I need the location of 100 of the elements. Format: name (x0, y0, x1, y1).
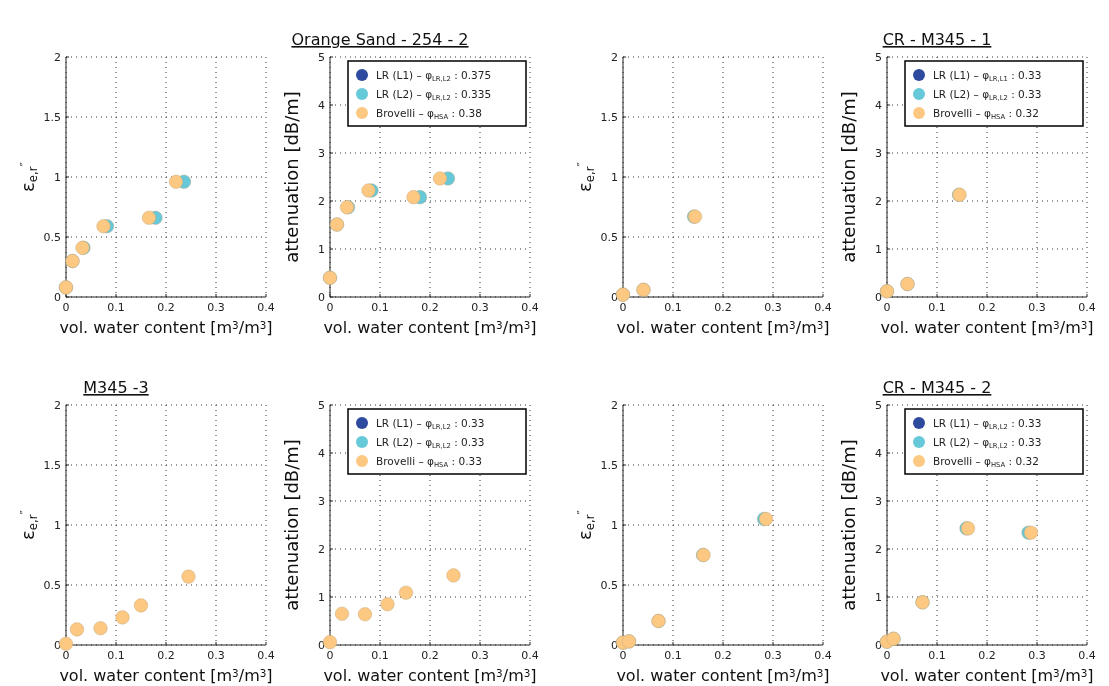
x-axis-title: vol. water content [m$^{3}$/m$^{3}$] (59, 318, 273, 337)
chart-title: M345 -3 (83, 378, 149, 397)
y-tick-label: 1.5 (600, 111, 618, 124)
y-tick-label: 2 (611, 51, 618, 64)
y-tick-label: 0.5 (43, 579, 61, 592)
legend-label: Brovelli – φ$_{HSA}$ : 0.32 (933, 455, 1039, 469)
y-tick-label: 2 (611, 399, 618, 412)
legend-label: Brovelli – φ$_{HSA}$ : 0.33 (376, 455, 482, 469)
x-axis-title: vol. water content [m$^{3}$/m$^{3}$] (880, 666, 1094, 685)
legend-label: LR (L2) – φ$_{LR,L2}$ : 0.33 (933, 88, 1042, 102)
x-tick-label: 0.1 (107, 649, 125, 662)
y-tick-label: 1 (318, 243, 325, 256)
y-axis-title: attenuation [dB/m] (281, 439, 302, 611)
y-axis-title: attenuation [dB/m] (838, 439, 859, 611)
y-tick-label: 2 (875, 195, 882, 208)
x-tick-label: 0.3 (1028, 649, 1046, 662)
x-tick-label: 0.2 (157, 649, 175, 662)
x-tick-label: 0.1 (928, 301, 946, 314)
chart-title: CR - M345 - 1 (882, 30, 992, 49)
x-tick-label: 0 (619, 649, 627, 662)
x-axis-title: vol. water content [m$^{3}$/m$^{3}$] (323, 318, 537, 337)
y-tick-label: 1 (875, 243, 882, 256)
chart-title: CR - M345 - 2 (882, 378, 992, 397)
legend-label: LR (L2) – φ$_{LR,L2}$ : 0.335 (376, 88, 492, 102)
x-tick-label: 0.4 (814, 649, 832, 662)
y-tick-label: 5 (318, 399, 325, 412)
x-tick-label: 0.3 (207, 649, 225, 662)
x-tick-label: 0.1 (928, 649, 946, 662)
y-tick-label: 2 (54, 399, 61, 412)
y-tick-label: 1.5 (600, 459, 618, 472)
y-tick-label: 3 (875, 495, 882, 508)
y-tick-label: 1 (611, 171, 618, 184)
x-tick-label: 0.3 (471, 649, 489, 662)
legend-label: Brovelli – φ$_{HSA}$ : 0.32 (933, 107, 1039, 121)
y-tick-label: 1 (54, 519, 61, 532)
x-tick-label: 0.1 (664, 649, 682, 662)
x-tick-label: 0.4 (1078, 649, 1096, 662)
x-tick-label: 0.1 (371, 301, 389, 314)
x-tick-label: 0.2 (978, 649, 996, 662)
x-tick-label: 0 (883, 301, 891, 314)
x-axis-title: vol. water content [m$^{3}$/m$^{3}$] (616, 666, 830, 685)
legend-label: LR (L1) – φ$_{LR,L2}$ : 0.33 (376, 417, 485, 431)
x-tick-label: 0.1 (664, 301, 682, 314)
x-axis-title: vol. water content [m$^{3}$/m$^{3}$] (616, 318, 830, 337)
x-tick-label: 0.2 (714, 649, 732, 662)
x-tick-label: 0.4 (1078, 301, 1096, 314)
y-tick-label: 2 (875, 543, 882, 556)
x-axis-title: vol. water content [m$^{3}$/m$^{3}$] (323, 666, 537, 685)
x-tick-label: 0 (62, 649, 70, 662)
x-tick-label: 0.3 (764, 649, 782, 662)
y-tick-label: 1 (318, 591, 325, 604)
y-tick-label: 5 (875, 399, 882, 412)
y-tick-label: 0.5 (600, 579, 618, 592)
y-tick-label: 3 (318, 147, 325, 160)
y-axis-title: attenuation [dB/m] (838, 91, 859, 263)
y-tick-label: 0 (875, 639, 882, 652)
y-tick-label: 1 (611, 519, 618, 532)
x-tick-label: 0.3 (764, 301, 782, 314)
y-tick-label: 1.5 (43, 111, 61, 124)
y-tick-label: 0.5 (600, 231, 618, 244)
x-axis-title: vol. water content [m$^{3}$/m$^{3}$] (880, 318, 1094, 337)
x-tick-label: 0.3 (207, 301, 225, 314)
x-axis-title: vol. water content [m$^{3}$/m$^{3}$] (59, 666, 273, 685)
x-tick-label: 0.2 (421, 301, 439, 314)
x-tick-label: 0 (619, 301, 627, 314)
x-tick-label: 0.2 (714, 301, 732, 314)
x-tick-label: 0.2 (978, 301, 996, 314)
x-tick-label: 0.3 (471, 301, 489, 314)
legend-label: LR (L2) – φ$_{LR,L2}$ : 0.33 (933, 436, 1042, 450)
x-tick-label: 0.3 (1028, 301, 1046, 314)
x-tick-label: 0.4 (814, 301, 832, 314)
x-tick-label: 0.4 (257, 301, 275, 314)
x-tick-label: 0 (326, 301, 334, 314)
legend-label: LR (L2) – φ$_{LR,L2}$ : 0.33 (376, 436, 485, 450)
y-tick-label: 0 (318, 639, 325, 652)
y-tick-label: 0 (54, 291, 61, 304)
x-tick-label: 0.1 (107, 301, 125, 314)
y-tick-label: 0.5 (43, 231, 61, 244)
legend-label: Brovelli – φ$_{HSA}$ : 0.38 (376, 107, 482, 121)
y-tick-label: 3 (875, 147, 882, 160)
y-tick-label: 0 (611, 291, 618, 304)
y-tick-label: 3 (318, 495, 325, 508)
y-tick-label: 2 (318, 543, 325, 556)
y-tick-label: 0 (611, 639, 618, 652)
x-tick-label: 0.2 (421, 649, 439, 662)
y-tick-label: 2 (318, 195, 325, 208)
x-tick-label: 0 (883, 649, 891, 662)
y-tick-label: 1.5 (43, 459, 61, 472)
y-tick-label: 0 (875, 291, 882, 304)
x-tick-label: 0.4 (521, 301, 539, 314)
x-tick-label: 0.4 (521, 649, 539, 662)
x-tick-label: 0.1 (371, 649, 389, 662)
y-axis-title: attenuation [dB/m] (281, 91, 302, 263)
y-tick-label: 1 (54, 171, 61, 184)
x-tick-label: 0.4 (257, 649, 275, 662)
y-tick-label: 4 (318, 447, 325, 460)
y-tick-label: 4 (875, 99, 882, 112)
chart-title: Orange Sand - 254 - 2 (291, 30, 469, 49)
legend-label: LR (L1) – φ$_{LR,L2}$ : 0.33 (933, 417, 1042, 431)
y-tick-label: 0 (318, 291, 325, 304)
